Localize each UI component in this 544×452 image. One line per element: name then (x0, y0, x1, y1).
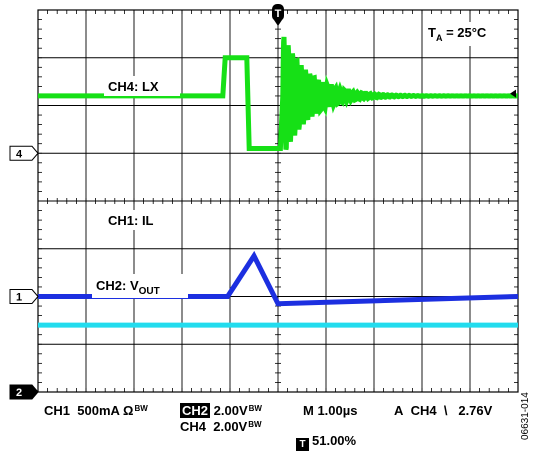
channel-4-marker (9, 145, 39, 161)
channel-2-marker-label: 2 (16, 387, 22, 399)
status-ch1: CH1 500mA ΩBW (44, 403, 148, 418)
status-ch2: CH2 2.00VBW (180, 403, 262, 418)
channel-markers: 4 1 2 T (9, 4, 516, 400)
falling-edge-icon: \ (443, 403, 448, 418)
trigger-position-icon: T (296, 438, 309, 451)
status-timebase: M 1.00µs (303, 403, 358, 418)
graticule (37, 9, 519, 393)
ambient-label: TA = 25°C (428, 25, 487, 43)
channel-1-marker (9, 289, 39, 304)
status-trigger: A CH4 \ 2.76V (394, 403, 493, 418)
trigger-level-marker (510, 89, 516, 98)
ambient-bg (424, 22, 506, 46)
trigger-position-marker-tip (274, 20, 282, 26)
trigger-position-marker (272, 4, 284, 21)
trigger-position-marker-label: T (275, 8, 282, 20)
ch1-label: CH1: IL (108, 213, 154, 228)
channel-2-marker (9, 384, 39, 400)
document-id: 06631-014 (520, 392, 531, 440)
ch4-label-bg (104, 76, 180, 96)
trace-labels: CH4: LX CH1: IL CH2: VOUT TA = 25°C (92, 22, 506, 298)
ch1-label-bg (104, 210, 170, 230)
channel-4-marker-label: 4 (16, 148, 23, 160)
trace-ch4-lx (38, 36, 518, 151)
channel-1-marker-label: 1 (16, 292, 22, 304)
status-trigger-position: T 51.00% (296, 433, 356, 451)
ch4-label: CH4: LX (108, 79, 159, 94)
ch2-label-sub: OUT (139, 286, 160, 297)
status-ch4: CH4 2.00VBW (180, 419, 262, 434)
ch2-label-bg (92, 274, 188, 298)
ch2-label: CH2: VOUT (96, 278, 160, 297)
